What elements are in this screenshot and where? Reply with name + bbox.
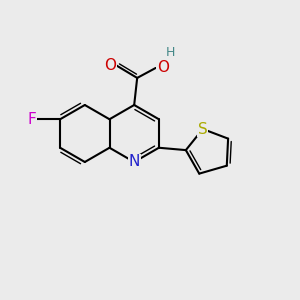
Text: O: O <box>157 60 169 75</box>
Text: O: O <box>104 58 116 73</box>
Text: F: F <box>27 112 36 127</box>
Text: N: N <box>128 154 140 169</box>
Text: H: H <box>166 46 175 59</box>
Text: S: S <box>198 122 208 136</box>
